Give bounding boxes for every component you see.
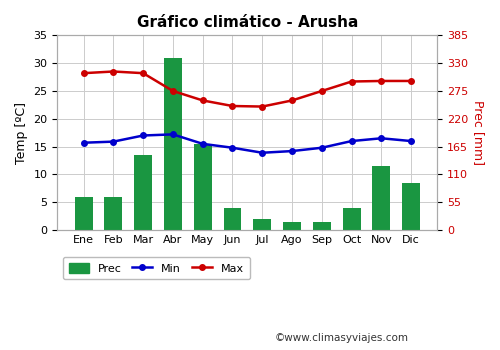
Legend: Prec, Min, Max: Prec, Min, Max [63,257,250,279]
Bar [402,183,420,230]
Bar [104,197,122,230]
Bar [313,222,331,230]
Y-axis label: Temp [ºC]: Temp [ºC] [15,102,28,164]
Bar [372,166,390,230]
Bar [224,208,242,230]
Bar [134,155,152,230]
Bar [164,58,182,230]
Bar [342,208,360,230]
Bar [254,219,271,230]
Bar [283,222,301,230]
Bar [194,144,212,230]
Bar [74,197,92,230]
Y-axis label: Prec [mm]: Prec [mm] [472,100,485,165]
Title: Gráfico climático - Arusha: Gráfico climático - Arusha [136,15,358,30]
Text: ©www.climasyviajes.com: ©www.climasyviajes.com [275,333,409,343]
